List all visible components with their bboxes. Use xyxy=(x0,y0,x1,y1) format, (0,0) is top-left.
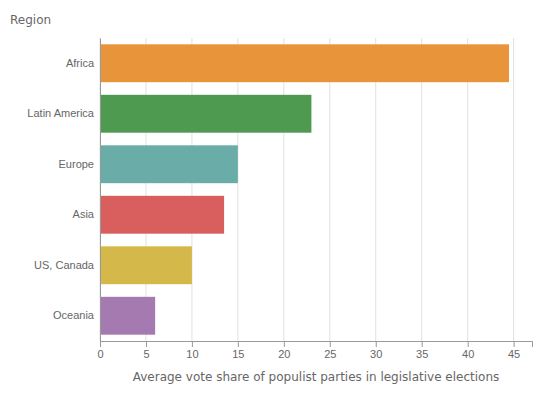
x-tick-label: 25 xyxy=(324,348,336,360)
y-tick: Latin America xyxy=(27,107,95,119)
x-tick-label: 35 xyxy=(416,348,428,360)
bar xyxy=(100,246,192,284)
x-tick-mark xyxy=(100,341,101,347)
x-tick-label: 45 xyxy=(508,348,520,360)
x-tick: 0 xyxy=(97,341,103,360)
y-tick-label: Europe xyxy=(59,158,94,170)
chart: 0 5 10 15 20 25 30 35 40 45 Oceania US, Canada Asia E… xyxy=(0,0,554,393)
x-tick-mark xyxy=(422,341,423,347)
x-tick-mark xyxy=(376,341,377,347)
grid-line xyxy=(100,38,101,341)
bar xyxy=(100,297,155,335)
plot: 0 5 10 15 20 25 30 35 40 45 Oceania US, Canada Asia E… xyxy=(27,38,532,360)
bar xyxy=(100,44,509,82)
x-tick-label: 20 xyxy=(278,348,290,360)
x-tick-label: 5 xyxy=(143,348,149,360)
y-axis: Oceania US, Canada Asia Europe Latin America… xyxy=(27,39,100,342)
x-tick: 45 xyxy=(508,341,520,360)
grid-line xyxy=(191,38,192,341)
x-tick-mark xyxy=(192,341,193,347)
grid-line xyxy=(375,38,376,341)
x-tick-mark xyxy=(238,341,239,347)
bar xyxy=(100,145,238,183)
x-tick-label: 10 xyxy=(186,348,198,360)
x-tick: 25 xyxy=(324,341,336,360)
x-tick-mark xyxy=(146,341,147,347)
y-tick: Asia xyxy=(73,208,95,220)
grid-line xyxy=(237,38,238,341)
x-tick: 40 xyxy=(462,341,474,360)
y-tick: Oceania xyxy=(53,309,95,321)
grid-line xyxy=(145,38,146,341)
y-axis-label: Region xyxy=(10,13,51,27)
x-tick-label: 15 xyxy=(232,348,244,360)
grid-line xyxy=(283,38,284,341)
x-tick-label: 40 xyxy=(462,348,474,360)
grid-line xyxy=(329,38,330,341)
bars xyxy=(100,44,509,334)
x-tick: 20 xyxy=(278,341,290,360)
y-tick-label: US, Canada xyxy=(34,259,95,271)
x-tick: 30 xyxy=(370,341,382,360)
x-axis-line xyxy=(101,342,533,348)
x-tick: 10 xyxy=(186,341,198,360)
grid-line xyxy=(467,38,468,341)
x-tick: 5 xyxy=(143,341,149,360)
x-tick: 35 xyxy=(416,341,428,360)
bar xyxy=(100,95,311,133)
grid-line xyxy=(421,38,422,341)
y-tick: Africa xyxy=(66,57,95,69)
x-tick-mark xyxy=(468,341,469,347)
grid-line xyxy=(513,38,514,341)
x-tick: 15 xyxy=(232,341,244,360)
x-tick-label: 30 xyxy=(370,348,382,360)
x-tick-mark xyxy=(514,341,515,347)
x-axis-label: Average vote share of populist parties i… xyxy=(133,370,500,384)
y-tick-label: Oceania xyxy=(53,309,95,321)
y-tick: US, Canada xyxy=(34,259,95,271)
y-tick-label: Africa xyxy=(66,57,95,69)
x-tick-mark xyxy=(330,341,331,347)
y-tick-label: Asia xyxy=(73,208,95,220)
y-tick: Europe xyxy=(59,158,94,170)
bar xyxy=(100,196,224,234)
grid xyxy=(100,38,514,341)
x-axis: 0 5 10 15 20 25 30 35 40 45 xyxy=(97,341,532,360)
x-tick-mark xyxy=(284,341,285,347)
y-tick-label: Latin America xyxy=(27,107,95,119)
y-axis-line xyxy=(100,39,101,342)
x-tick-label: 0 xyxy=(97,348,103,360)
